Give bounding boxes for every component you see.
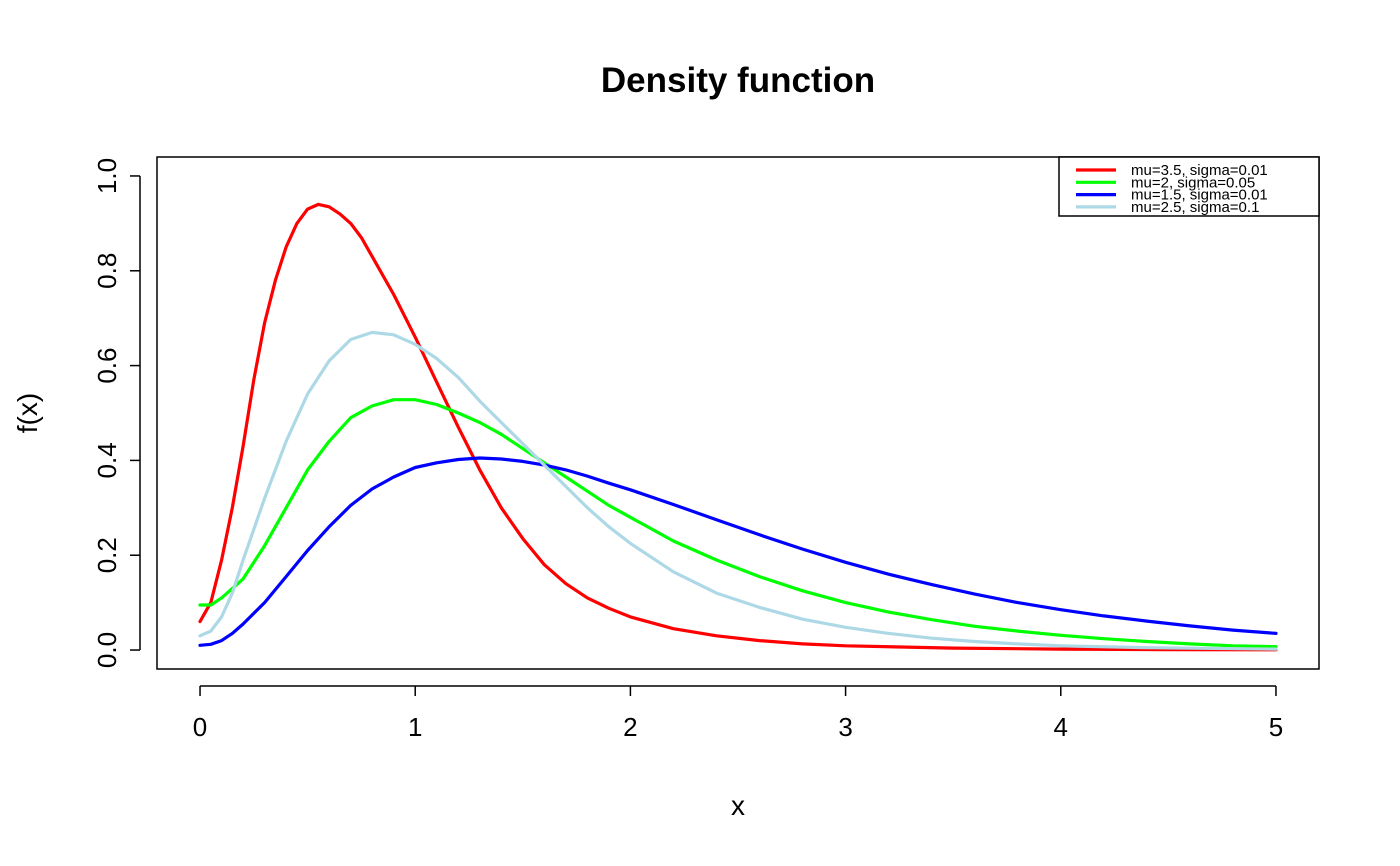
x-tick-label: 4	[1054, 712, 1068, 742]
y-tick-label: 0.6	[92, 348, 122, 384]
series-line	[198, 456, 1278, 647]
y-tick-label: 0.2	[92, 537, 122, 573]
x-tick-label: 2	[623, 712, 637, 742]
x-tick-label: 3	[838, 712, 852, 742]
legend-label: mu=3.5, sigma=0.01	[1131, 162, 1268, 179]
y-tick-label: 0.4	[92, 442, 122, 478]
series-line	[198, 330, 1278, 651]
chart-title: Density function	[601, 61, 875, 100]
plot-area-frame	[156, 156, 1320, 670]
y-axis-label: f(x)	[12, 393, 43, 433]
x-tick-label: 5	[1269, 712, 1283, 742]
series-line	[198, 398, 1278, 649]
x-tick-label: 0	[193, 712, 207, 742]
legend-label: mu=1.5, sigma=0.01	[1131, 187, 1268, 204]
y-tick-label: 0.8	[92, 253, 122, 289]
y-tick-label: 0.0	[92, 632, 122, 668]
legend-label: mu=2.5, sigma=0.1	[1131, 199, 1259, 216]
series-line	[198, 202, 1278, 652]
y-tick-label: 1.0	[92, 158, 122, 194]
x-tick-label: 1	[408, 712, 422, 742]
x-axis-label: x	[731, 790, 745, 821]
y-axis: 0.0 0.2 0.4 0.6 0.8 1.0	[92, 158, 141, 668]
series-layer	[198, 202, 1278, 652]
legend-label: mu=2, sigma=0.05	[1131, 174, 1255, 191]
x-axis: 0 1 2 3 4 5	[193, 685, 1283, 742]
